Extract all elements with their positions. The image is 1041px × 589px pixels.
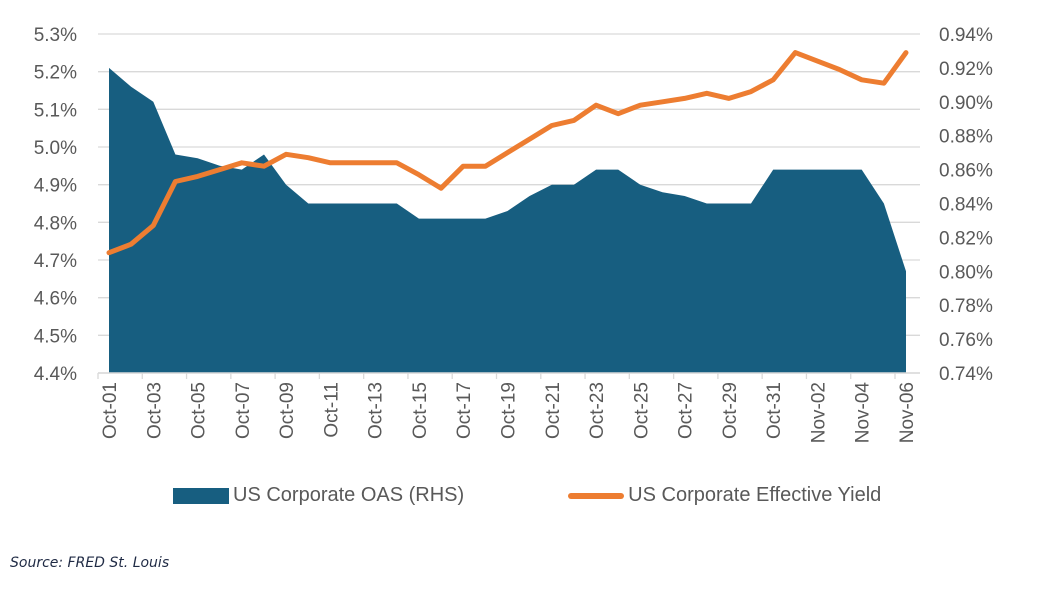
x-tick-label: Oct-17 <box>454 382 475 439</box>
x-tick-label: Oct-11 <box>321 382 342 438</box>
x-tick-label: Oct-13 <box>366 382 387 439</box>
left-tick-label: 4.8% <box>34 213 77 234</box>
legend: US Corporate OAS (RHS) US Corporate Effe… <box>173 484 881 507</box>
right-tick-label: 0.92% <box>939 59 993 80</box>
x-tick-label: Oct-31 <box>764 382 785 439</box>
x-tick-label: Oct-07 <box>233 382 254 439</box>
x-axis <box>97 372 920 379</box>
left-tick-label: 4.4% <box>34 364 77 385</box>
x-tick-label: Oct-21 <box>543 382 564 439</box>
x-tick-label: Oct-15 <box>410 382 431 439</box>
x-tick-label: Oct-23 <box>587 382 608 439</box>
right-axis-ticks: 0.94% 0.92% 0.90% 0.88% 0.86% 0.84% 0.82% 0.80%… <box>939 25 993 385</box>
right-tick-label: 0.82% <box>939 228 993 249</box>
x-tick-label: Oct-05 <box>189 382 210 439</box>
left-tick-label: 5.2% <box>34 63 77 84</box>
x-tick-label: Oct-19 <box>499 382 520 439</box>
left-tick-label: 5.0% <box>34 138 77 159</box>
right-tick-label: 0.90% <box>939 93 993 114</box>
source-note: Source: FRED St. Louis <box>10 555 170 571</box>
yield-line <box>106 50 909 256</box>
left-tick-label: 5.3% <box>34 25 77 46</box>
oas-area-series <box>109 67 906 374</box>
left-tick-label: 4.7% <box>34 251 77 272</box>
left-tick-label: 4.9% <box>34 176 77 197</box>
right-tick-label: 0.84% <box>939 195 993 216</box>
x-tick-label: Nov-04 <box>853 382 874 444</box>
right-tick-label: 0.86% <box>939 161 993 182</box>
legend-item-oas: US Corporate OAS (RHS) <box>173 484 464 507</box>
right-tick-label: 0.78% <box>939 296 993 317</box>
x-tick-label: Oct-03 <box>144 382 165 439</box>
x-axis-ticks: Oct-01 Oct-03 Oct-05 Oct-07 Oct-09 Oct-11 Oct-… <box>100 382 918 444</box>
x-tick-label: Oct-29 <box>720 382 741 439</box>
legend-label-yield: US Corporate Effective Yield <box>628 484 882 506</box>
right-tick-label: 0.80% <box>939 262 993 283</box>
x-tick-label: Oct-01 <box>100 382 121 439</box>
x-tick-label: Oct-09 <box>277 382 298 439</box>
left-tick-label: 5.1% <box>34 100 77 121</box>
right-tick-label: 0.94% <box>939 25 993 46</box>
x-tick-label: Nov-02 <box>808 382 829 443</box>
right-tick-label: 0.76% <box>939 330 993 351</box>
x-tick-label: Oct-27 <box>676 382 697 439</box>
x-tick-label: Nov-06 <box>897 382 918 443</box>
legend-label-oas: US Corporate OAS (RHS) <box>233 484 465 506</box>
x-tick-label: Oct-25 <box>631 382 652 439</box>
chart: 5.3% 5.2% 5.1% 5.0% 4.9% 4.8% 4.7% 4.6% 4.5% 4.4%… <box>34 25 993 444</box>
legend-swatch-area <box>173 487 229 504</box>
left-tick-label: 4.6% <box>34 289 77 310</box>
legend-swatch-line <box>568 492 625 499</box>
left-axis-ticks: 5.3% 5.2% 5.1% 5.0% 4.9% 4.8% 4.7% 4.6% 4.5% 4.4% <box>34 25 77 385</box>
right-tick-label: 0.88% <box>939 127 993 148</box>
right-tick-label: 0.74% <box>939 364 993 385</box>
oas-area <box>109 67 906 374</box>
yield-line-series <box>106 50 909 256</box>
left-tick-label: 4.5% <box>34 326 77 347</box>
legend-item-yield: US Corporate Effective Yield <box>464 484 881 507</box>
